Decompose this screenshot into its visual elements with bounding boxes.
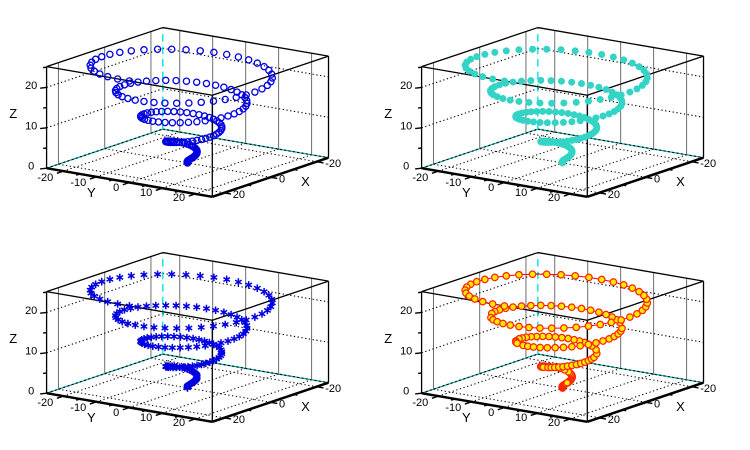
svg-text:10: 10: [400, 120, 412, 132]
svg-text:20: 20: [548, 192, 560, 204]
svg-text:0: 0: [488, 182, 494, 194]
svg-text:10: 10: [25, 120, 37, 132]
svg-text:X: X: [301, 399, 310, 414]
svg-text:10: 10: [400, 345, 412, 357]
svg-text:Y: Y: [87, 185, 96, 200]
svg-text:20: 20: [233, 414, 245, 426]
svg-text:20: 20: [173, 417, 185, 429]
svg-text:0: 0: [403, 161, 409, 173]
svg-text:-20: -20: [37, 172, 53, 184]
svg-text:10: 10: [515, 412, 527, 424]
svg-text:0: 0: [113, 182, 119, 194]
svg-text:10: 10: [140, 412, 152, 424]
svg-text:20: 20: [25, 80, 37, 92]
svg-text:0: 0: [28, 386, 34, 398]
svg-text:-10: -10: [70, 402, 86, 414]
svg-text:-20: -20: [700, 158, 716, 170]
svg-text:Z: Z: [9, 106, 17, 121]
svg-text:0: 0: [654, 398, 660, 410]
svg-text:-20: -20: [37, 397, 53, 409]
svg-text:20: 20: [400, 305, 412, 317]
svg-text:20: 20: [25, 305, 37, 317]
svg-text:-10: -10: [445, 177, 461, 189]
svg-text:20: 20: [233, 189, 245, 201]
svg-text:0: 0: [28, 161, 34, 173]
svg-text:Z: Z: [384, 106, 392, 121]
svg-text:Z: Z: [9, 331, 17, 346]
svg-text:-20: -20: [412, 172, 428, 184]
svg-text:0: 0: [279, 398, 285, 410]
svg-text:Y: Y: [87, 410, 96, 425]
svg-text:-20: -20: [700, 383, 716, 395]
svg-text:-20: -20: [325, 383, 341, 395]
svg-text:0: 0: [113, 407, 119, 419]
svg-text:0: 0: [279, 173, 285, 185]
svg-text:0: 0: [488, 407, 494, 419]
svg-text:-10: -10: [70, 177, 86, 189]
svg-text:-20: -20: [325, 158, 341, 170]
svg-text:20: 20: [173, 192, 185, 204]
svg-text:10: 10: [25, 345, 37, 357]
svg-text:20: 20: [608, 414, 620, 426]
svg-text:10: 10: [515, 187, 527, 199]
svg-text:X: X: [676, 174, 685, 189]
svg-text:X: X: [676, 399, 685, 414]
svg-text:-20: -20: [412, 397, 428, 409]
svg-text:0: 0: [654, 173, 660, 185]
svg-text:-10: -10: [445, 402, 461, 414]
svg-text:X: X: [301, 174, 310, 189]
svg-text:20: 20: [548, 417, 560, 429]
svg-text:10: 10: [140, 187, 152, 199]
svg-text:0: 0: [403, 386, 409, 398]
svg-text:Z: Z: [384, 331, 392, 346]
svg-text:Y: Y: [462, 410, 471, 425]
svg-text:20: 20: [400, 80, 412, 92]
svg-text:20: 20: [608, 189, 620, 201]
svg-text:Y: Y: [462, 185, 471, 200]
